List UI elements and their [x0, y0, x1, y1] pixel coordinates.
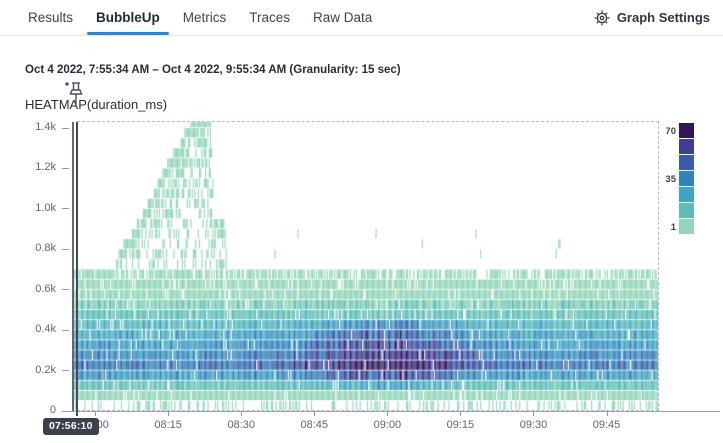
y-tick-mark	[62, 248, 69, 250]
x-tick-label: 09:00	[373, 419, 402, 431]
x-tick-mark	[95, 411, 97, 416]
tab-raw-data[interactable]: Raw Data	[313, 10, 373, 25]
y-tick-label: 1.2k	[35, 161, 56, 174]
tab-bubbleup[interactable]: BubbleUp	[87, 0, 169, 35]
y-tick-label: 0.6k	[35, 282, 56, 295]
y-axis	[72, 122, 74, 412]
crosshair-line	[76, 122, 78, 416]
x-axis	[62, 411, 720, 412]
y-tick-label: 1.4k	[35, 121, 56, 134]
y-tick-mark	[62, 289, 69, 291]
pin-icon[interactable]	[63, 79, 87, 111]
y-tick-mark	[62, 208, 69, 210]
x-tick-label: 08:30	[227, 419, 255, 431]
tab-traces[interactable]: Traces	[249, 10, 291, 25]
x-tick-mark	[314, 411, 316, 416]
time-tooltip: 07:56:10	[43, 418, 99, 435]
heatmap-legend	[679, 123, 694, 235]
y-tick-mark	[62, 370, 69, 372]
x-tick-label: 09:45	[592, 419, 621, 431]
y-tick-label: 0	[49, 404, 56, 416]
y-tick-label: 0.2k	[35, 363, 56, 376]
legend-swatch	[679, 123, 694, 138]
x-tick-mark	[460, 411, 462, 416]
legend-swatch	[679, 155, 694, 170]
legend-swatch	[679, 171, 694, 186]
tab-metrics[interactable]: Metrics	[182, 10, 227, 25]
y-tick-label: 0.4k	[35, 323, 56, 336]
legend-swatch	[679, 187, 694, 202]
x-tick-mark	[241, 411, 243, 416]
x-tick-label: 09:30	[519, 419, 548, 431]
y-tick-mark	[62, 127, 69, 129]
gear-icon	[594, 10, 610, 26]
selection-region[interactable]	[77, 121, 659, 411]
x-tick-mark	[168, 411, 170, 416]
graph-settings-label: Graph Settings	[616, 10, 710, 25]
legend-swatch	[679, 219, 694, 234]
x-tick-mark	[533, 411, 535, 416]
x-tick-label: 08:45	[300, 419, 329, 431]
x-tick-label: 08:15	[154, 419, 182, 431]
x-tick-mark	[606, 411, 608, 416]
y-tick-mark	[62, 329, 69, 331]
tab-results[interactable]: Results	[28, 10, 74, 25]
y-tick-mark	[62, 410, 69, 412]
y-tick-label: 0.8k	[35, 242, 56, 255]
tab-bar: Results BubbleUp Metrics Traces Raw Data	[0, 0, 723, 36]
graph-settings-button[interactable]: Graph Settings	[594, 10, 710, 26]
y-tick-label: 1.0k	[35, 201, 56, 214]
x-tick-label: 09:15	[446, 419, 475, 431]
x-tick-mark	[387, 411, 389, 416]
legend-swatch	[679, 139, 694, 154]
y-tick-mark	[62, 167, 69, 169]
legend-swatch	[679, 203, 694, 218]
